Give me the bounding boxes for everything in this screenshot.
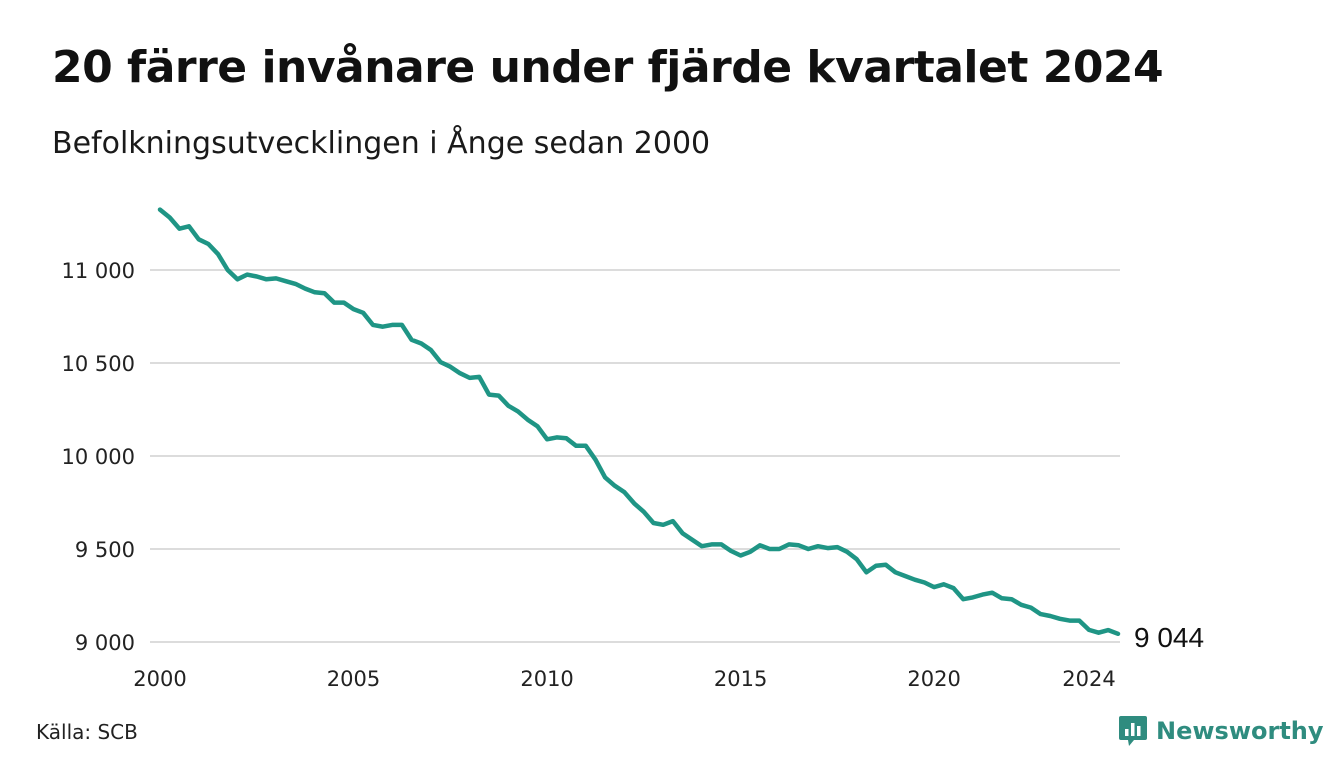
source-note: Källa: SCB bbox=[36, 720, 138, 744]
population-series-line bbox=[157, 207, 1121, 637]
x-tick-label: 2000 bbox=[133, 667, 186, 691]
x-tick-label: 2010 bbox=[520, 667, 573, 691]
y-tick-label: 9 000 bbox=[75, 631, 135, 655]
y-tick-label: 9 500 bbox=[75, 538, 135, 562]
x-tick-label: 2005 bbox=[327, 667, 380, 691]
y-tick-label: 11 000 bbox=[62, 259, 135, 283]
x-tick-label: 2020 bbox=[907, 667, 960, 691]
gridlines bbox=[150, 269, 1120, 643]
y-tick-label: 10 500 bbox=[62, 352, 135, 376]
x-axis-ticks: 2000 2005 2010 2015 2020 2024 bbox=[133, 667, 1115, 691]
brand-name: Newsworthy bbox=[1156, 717, 1324, 745]
newsworthy-logo-icon bbox=[1119, 716, 1147, 746]
chart-subtitle: Befolkningsutvecklingen i Ånge sedan 200… bbox=[52, 126, 711, 161]
series-layer bbox=[157, 207, 1121, 637]
x-tick-label: 2015 bbox=[714, 667, 767, 691]
chart-title: 20 färre invånare under fjärde kvartalet… bbox=[52, 42, 1164, 93]
x-tick-label: 2024 bbox=[1062, 667, 1115, 691]
y-axis-ticks: 9 000 9 500 10 000 10 500 11 000 bbox=[62, 259, 135, 655]
end-value-label: 9 044 bbox=[1134, 622, 1204, 653]
y-tick-label: 10 000 bbox=[62, 445, 135, 469]
brand-logo: Newsworthy bbox=[1118, 712, 1324, 750]
